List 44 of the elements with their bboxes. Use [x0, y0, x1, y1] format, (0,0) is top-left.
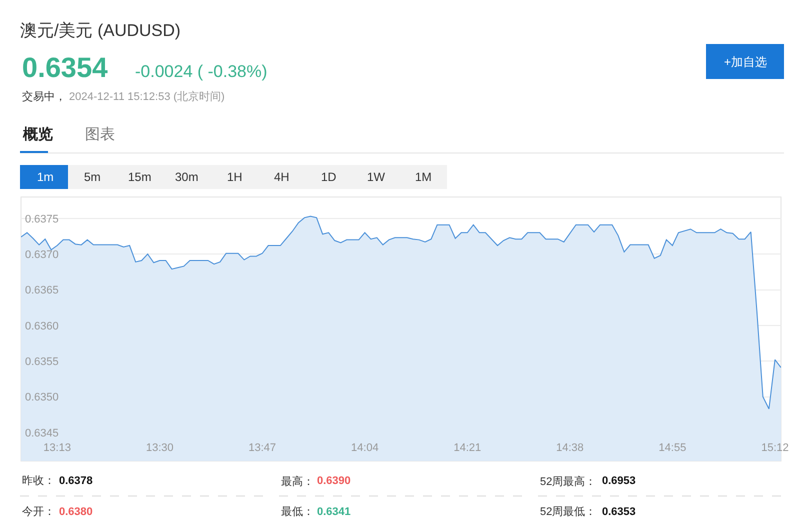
- y-tick-label: 0.6345: [25, 427, 59, 440]
- text: 4H: [274, 170, 290, 184]
- x-tick-label: 14:04: [351, 442, 379, 454]
- text: 5m: [84, 170, 101, 184]
- text: 昨收：: [22, 475, 55, 487]
- text: 图表: [85, 126, 115, 143]
- x-tick-label: 13:13: [43, 442, 71, 454]
- y-tick-label: 0.6370: [25, 248, 59, 261]
- text: 0.6341: [317, 506, 351, 518]
- text: 交易中，: [22, 90, 66, 103]
- text: 0.6378: [59, 475, 93, 487]
- y-tick-label: 0.6360: [25, 320, 59, 332]
- y-tick-label: 0.6350: [25, 392, 59, 404]
- text: 52周最高：: [540, 475, 596, 488]
- text: 1D: [321, 170, 337, 184]
- x-tick-label: 13:30: [146, 442, 174, 454]
- text: 最高：: [281, 475, 314, 488]
- text: 1m: [37, 170, 54, 184]
- text: 最低：: [281, 506, 314, 518]
- text: 0.6354: [22, 52, 108, 83]
- text: -0.0024 ( -0.38%): [135, 62, 268, 81]
- y-tick-label: 0.6375: [25, 213, 59, 226]
- text: 2024-12-11 15:12:53 (北京时间): [69, 90, 225, 103]
- text: 今开：: [22, 506, 55, 518]
- x-tick-label: 14:55: [658, 442, 686, 454]
- text: 概览: [22, 126, 53, 143]
- text: 1H: [227, 170, 242, 184]
- text: 0.6390: [317, 475, 351, 487]
- text: 15m: [128, 170, 152, 184]
- y-tick-label: 0.6355: [25, 356, 59, 368]
- text: 1M: [415, 170, 432, 184]
- text: +加自选: [724, 55, 768, 69]
- text: 0.6380: [59, 506, 93, 518]
- text: 30m: [175, 170, 198, 184]
- text: 1W: [367, 170, 386, 184]
- text: 0.6953: [602, 475, 636, 487]
- chart-title: 澳元/美元 (AUDUSD): [20, 20, 181, 40]
- x-tick-label: 14:21: [454, 442, 482, 454]
- text: 52周最低：: [540, 506, 596, 518]
- x-tick-label: 15:12: [761, 442, 789, 454]
- x-tick-label: 13:47: [248, 442, 276, 454]
- x-tick-label: 14:38: [556, 442, 584, 454]
- text: 0.6353: [602, 506, 636, 518]
- y-tick-label: 0.6365: [25, 284, 59, 297]
